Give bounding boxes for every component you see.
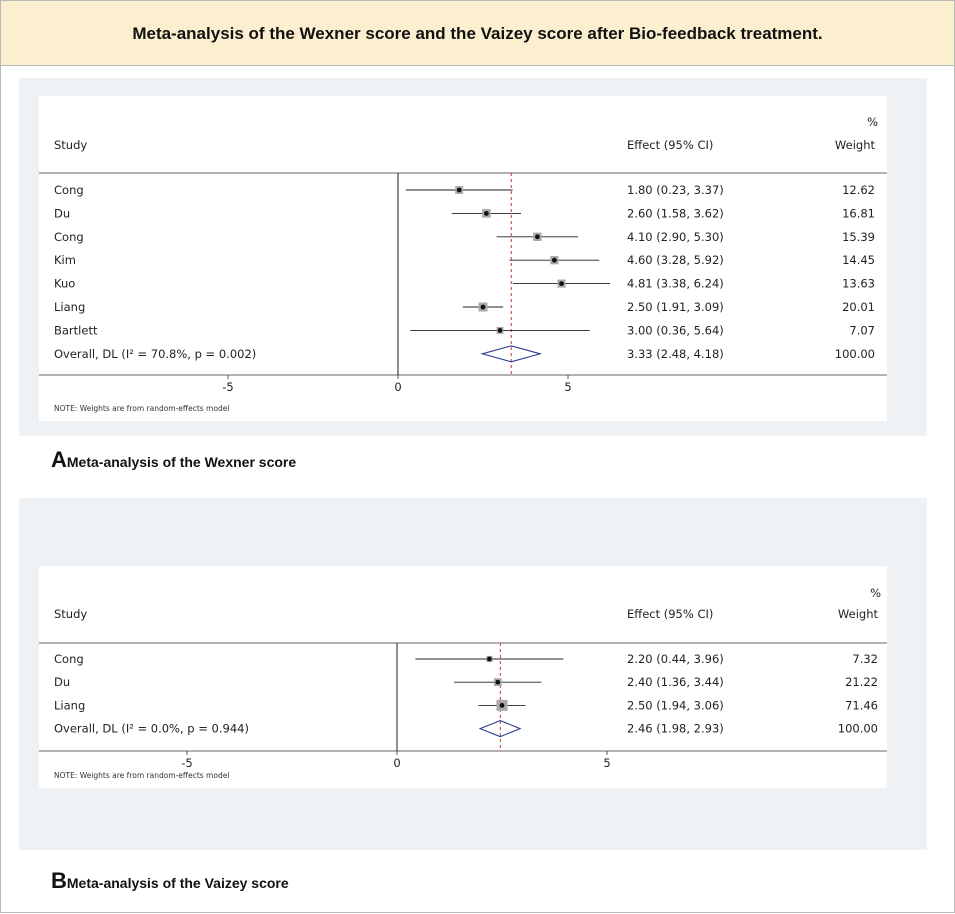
weight-percent-header: % xyxy=(870,586,881,600)
study-name: Liang xyxy=(54,300,85,314)
panel-a-caption: AMeta-analysis of the Wexner score xyxy=(51,447,296,473)
overall-effect-value: 2.46 (1.98, 2.93) xyxy=(627,722,724,736)
effect-value: 4.60 (3.28, 5.92) xyxy=(627,253,724,267)
study-name: Bartlett xyxy=(54,323,98,337)
weight-value: 13.63 xyxy=(842,277,875,291)
title-bar: Meta-analysis of the Wexner score and th… xyxy=(1,1,954,66)
panel-b-caption-text: Meta-analysis of the Vaizey score xyxy=(66,875,289,891)
overall-effect-value: 3.33 (2.48, 4.18) xyxy=(627,347,724,361)
point-estimate xyxy=(487,656,492,662)
x-tick-label: -5 xyxy=(222,380,233,394)
weight-value: 7.07 xyxy=(849,323,875,337)
effect-value: 2.60 (1.58, 3.62) xyxy=(627,206,724,220)
effect-value: 4.81 (3.38, 6.24) xyxy=(627,277,724,291)
x-tick-label: 0 xyxy=(393,756,400,770)
study-name: Kuo xyxy=(54,277,75,291)
effect-value: 2.50 (1.91, 3.09) xyxy=(627,300,724,314)
weight-column-header: Weight xyxy=(838,607,879,621)
effect-value: 3.00 (0.36, 5.64) xyxy=(627,323,724,337)
study-name: Du xyxy=(54,206,70,220)
overall-label: Overall, DL (I² = 70.8%, p = 0.002) xyxy=(54,347,256,361)
page-title: Meta-analysis of the Wexner score and th… xyxy=(132,24,823,43)
weight-column-header: Weight xyxy=(835,138,876,152)
point-estimate xyxy=(499,703,505,708)
point-estimate xyxy=(552,257,557,263)
weight-percent-header: % xyxy=(867,115,878,129)
overall-weight-value: 100.00 xyxy=(835,347,875,361)
overall-diamond xyxy=(480,345,543,363)
x-tick-label: 5 xyxy=(564,380,571,394)
study-column-header: Study xyxy=(54,138,87,152)
point-estimate xyxy=(559,281,564,286)
point-estimate xyxy=(480,304,486,310)
point-estimate xyxy=(495,679,501,685)
point-estimate xyxy=(497,328,503,333)
study-name: Liang xyxy=(54,698,85,712)
x-tick-label: 5 xyxy=(603,756,610,770)
overall-label: Overall, DL (I² = 0.0%, p = 0.944) xyxy=(54,722,249,736)
weight-value: 15.39 xyxy=(842,230,875,244)
weight-value: 71.46 xyxy=(845,698,878,712)
effect-value: 2.40 (1.36, 3.44) xyxy=(627,675,724,689)
overall-weight-value: 100.00 xyxy=(838,722,878,736)
study-name: Cong xyxy=(54,652,84,666)
weight-value: 7.32 xyxy=(852,652,878,666)
x-tick-label: -5 xyxy=(181,756,192,770)
weight-value: 14.45 xyxy=(842,253,875,267)
effect-value: 2.50 (1.94, 3.06) xyxy=(627,698,724,712)
point-estimate xyxy=(484,211,489,216)
effect-value: 2.20 (0.44, 3.96) xyxy=(627,652,724,666)
x-tick-label: 0 xyxy=(394,380,401,394)
panel-b-letter: B xyxy=(51,868,67,893)
panel-b-caption: BMeta-analysis of the Vaizey score xyxy=(51,868,289,894)
overall-diamond xyxy=(478,720,522,738)
study-name: Cong xyxy=(54,183,84,197)
panel-a-caption-text: Meta-analysis of the Wexner score xyxy=(66,454,297,470)
study-name: Kim xyxy=(54,253,76,267)
study-name: Du xyxy=(54,675,70,689)
weight-value: 16.81 xyxy=(842,206,875,220)
effect-column-header: Effect (95% CI) xyxy=(627,138,713,152)
weight-value: 21.22 xyxy=(845,675,878,689)
study-column-header: Study xyxy=(54,607,87,621)
effect-column-header: Effect (95% CI) xyxy=(627,607,713,621)
weight-value: 12.62 xyxy=(842,183,875,197)
model-note: NOTE: Weights are from random-effects mo… xyxy=(54,404,229,413)
effect-value: 1.80 (0.23, 3.37) xyxy=(627,183,724,197)
effect-value: 4.10 (2.90, 5.30) xyxy=(627,230,724,244)
study-name: Cong xyxy=(54,230,84,244)
point-estimate xyxy=(456,187,462,193)
weight-value: 20.01 xyxy=(842,300,875,314)
model-note: NOTE: Weights are from random-effects mo… xyxy=(54,771,229,780)
panel-a-letter: A xyxy=(51,447,67,472)
point-estimate xyxy=(535,234,540,240)
panel-a-plot-area xyxy=(39,96,887,421)
